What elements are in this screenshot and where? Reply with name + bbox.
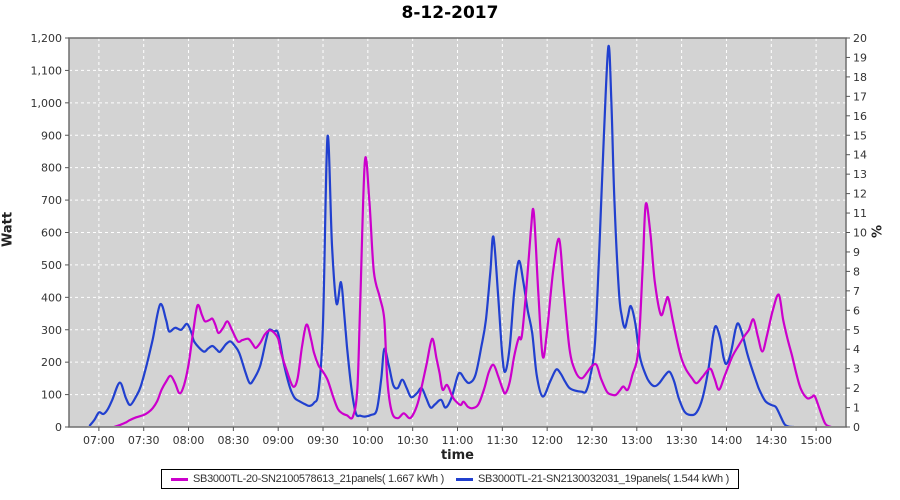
x-tick-label: 13:00 (621, 434, 653, 447)
y-right-tick-label: 16 (853, 110, 867, 123)
y-left-tick-label: 900 (41, 129, 62, 142)
y-right-tick-label: 14 (853, 149, 867, 162)
y-axis-label-right: % (870, 224, 886, 239)
x-tick-label: 07:30 (128, 434, 160, 447)
x-tick-label: 07:00 (83, 434, 115, 447)
x-tick-label: 13:30 (666, 434, 698, 447)
y-right-tick-label: 10 (853, 227, 867, 240)
y-right-tick-label: 8 (853, 265, 860, 278)
legend: SB3000TL-20-SN2100578613_21panels( 1.667… (161, 469, 739, 489)
y-right-tick-label: 20 (853, 32, 867, 45)
y-right-tick-label: 15 (853, 129, 867, 142)
x-tick-label: 08:00 (173, 434, 205, 447)
y-right-tick-label: 3 (853, 363, 860, 376)
y-right-tick-label: 1 (853, 402, 860, 415)
x-tick-label: 08:30 (218, 434, 250, 447)
x-tick-label: 14:30 (755, 434, 787, 447)
legend-swatch-series-0 (171, 477, 188, 481)
legend-item: SB3000TL-21-SN2130032031_19panels( 1.544… (456, 473, 729, 485)
x-tick-label: 09:00 (262, 434, 294, 447)
y-left-tick-label: 1,000 (31, 97, 63, 110)
y-right-tick-label: 18 (853, 71, 867, 84)
x-tick-label: 10:00 (352, 434, 384, 447)
x-axis-label: time (440, 448, 475, 463)
series-line-1 (88, 44, 795, 426)
legend-item: SB3000TL-20-SN2100578613_21panels( 1.667… (171, 473, 444, 485)
x-axis: 07:00 07:30 08:00 08:30 09:00 09:30 10:00 10:30… (83, 427, 832, 447)
x-tick-label: 12:00 (531, 434, 563, 447)
y-left-tick-label: 400 (41, 291, 62, 304)
series-line-0 (113, 156, 832, 426)
y-right-tick-label: 9 (853, 246, 860, 259)
x-tick-label: 11:00 (442, 434, 474, 447)
y-left-tick-label: 700 (41, 194, 62, 207)
y-left-tick-label: 300 (41, 324, 62, 337)
y-left-tick-label: 1,200 (31, 32, 63, 45)
y-right-tick-label: 7 (853, 285, 860, 298)
x-tick-label: 11:30 (486, 434, 518, 447)
y-left-tick-label: 0 (55, 421, 62, 434)
legend-label-series-1: SB3000TL-21-SN2130032031_19panels( 1.544… (478, 473, 729, 485)
y-right-tick-label: 19 (853, 51, 867, 64)
chart-title: 8-12-2017 (401, 3, 499, 23)
x-tick-label: 10:30 (397, 434, 429, 447)
x-tick-label: 15:00 (800, 434, 832, 447)
y-right-tick-label: 6 (853, 304, 860, 317)
y-right-tick-label: 4 (853, 343, 860, 356)
legend-label-series-0: SB3000TL-20-SN2100578613_21panels( 1.667… (193, 473, 444, 485)
y-left-tick-label: 500 (41, 259, 62, 272)
y-left-tick-label: 600 (41, 227, 62, 240)
y-right-tick-label: 12 (853, 188, 867, 201)
y-right-tick-label: 2 (853, 382, 860, 395)
x-tick-label: 14:00 (711, 434, 743, 447)
y-left-axis: 0 100 200 300 400 500 600 700 800 900 1,000 1,100 1,… (31, 32, 69, 434)
y-right-tick-label: 11 (853, 207, 867, 220)
x-tick-label: 12:30 (576, 434, 608, 447)
x-tick-label: 09:30 (307, 434, 339, 447)
y-right-tick-label: 0 (853, 421, 860, 434)
y-right-tick-label: 13 (853, 168, 867, 181)
legend-swatch-series-1 (456, 477, 473, 481)
y-right-tick-label: 17 (853, 90, 867, 103)
y-left-tick-label: 1,100 (31, 64, 63, 77)
y-left-tick-label: 200 (41, 356, 62, 369)
y-axis-label-left: Watt (0, 211, 16, 248)
y-left-tick-label: 800 (41, 162, 62, 175)
y-right-tick-label: 5 (853, 324, 860, 337)
y-left-tick-label: 100 (41, 389, 62, 402)
